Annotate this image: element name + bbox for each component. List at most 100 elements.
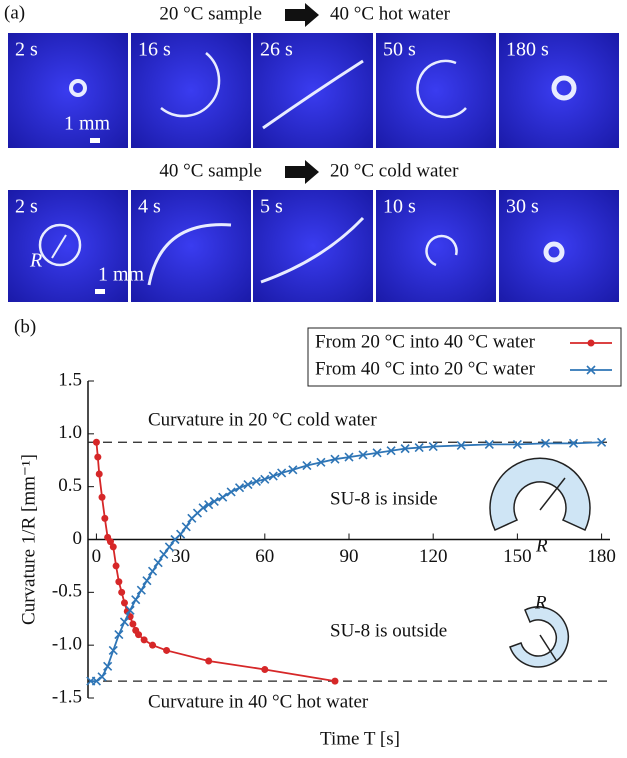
marker	[98, 493, 106, 501]
legend-label: From 40 °C into 20 °C water	[315, 358, 536, 379]
x-tick-label: 60	[255, 546, 274, 567]
specimen	[262, 59, 364, 130]
marker	[261, 665, 269, 673]
time-label: 180 s	[506, 39, 549, 61]
panel-label: (b)	[14, 316, 36, 337]
frame: 30 s	[499, 190, 619, 302]
marker	[331, 677, 339, 685]
frame-image	[8, 190, 128, 302]
marker	[147, 566, 158, 576]
reference-label: Curvature in 20 °C cold water	[148, 410, 377, 431]
inside-icon	[489, 457, 591, 531]
panel-label: (a)	[4, 2, 25, 23]
marker	[159, 549, 169, 559]
y-tick-label: 1.5	[58, 369, 82, 390]
radius-label: R	[29, 250, 42, 272]
marker	[260, 474, 270, 484]
marker	[586, 365, 596, 375]
marker	[251, 476, 261, 486]
frame: 50 s	[376, 33, 496, 148]
frame: 180 s	[499, 33, 619, 148]
specimen	[425, 234, 458, 267]
marker	[330, 454, 340, 464]
time-label: 30 s	[506, 196, 539, 218]
frame-image	[131, 33, 251, 148]
marker	[302, 460, 312, 471]
marker	[358, 450, 368, 460]
marker	[386, 446, 396, 456]
marker	[484, 439, 494, 449]
x-tick-label: 0	[92, 546, 102, 567]
water-label: 20 °C cold water	[330, 160, 459, 181]
marker	[512, 439, 522, 449]
specimen	[543, 241, 565, 263]
arrow	[285, 3, 319, 27]
marker	[103, 661, 113, 671]
frame: 10 s	[376, 190, 496, 302]
marker	[597, 437, 607, 447]
marker	[136, 585, 146, 595]
marker	[95, 470, 103, 478]
marker	[428, 441, 438, 452]
specimen	[416, 59, 467, 119]
marker	[112, 562, 120, 570]
marker	[149, 641, 157, 649]
marker	[92, 438, 100, 446]
specimen	[260, 216, 365, 284]
marker	[456, 440, 466, 451]
marker	[142, 576, 152, 586]
specimen	[551, 75, 577, 101]
marker	[277, 468, 287, 478]
marker	[205, 657, 213, 665]
legend-label: From 20 °C into 40 °C water	[315, 331, 536, 352]
frame-image	[8, 33, 128, 148]
time-label: 16 s	[138, 39, 171, 61]
marker	[344, 452, 354, 462]
annotation: SU-8 is outside	[330, 620, 447, 641]
x-tick-label: 30	[171, 546, 190, 567]
marker	[115, 578, 123, 586]
marker	[163, 646, 171, 654]
frame-image	[499, 33, 619, 148]
y-tick-label: -1.0	[52, 634, 82, 655]
y-axis-label: Curvature 1/R [mm⁻¹]	[18, 454, 39, 625]
arrow	[285, 160, 319, 184]
marker	[97, 672, 107, 682]
marker	[316, 457, 326, 467]
marker	[101, 514, 109, 522]
frame: 4 s	[131, 190, 251, 302]
marker	[414, 443, 424, 453]
frame: 2 s	[8, 33, 128, 148]
y-tick-label: 0	[73, 528, 83, 549]
x-tick-label: 150	[503, 546, 532, 567]
y-tick-label: 1.0	[58, 422, 82, 443]
water-label: 40 °C hot water	[330, 3, 451, 24]
y-tick-label: -1.5	[52, 686, 82, 707]
time-label: 2 s	[15, 196, 38, 218]
y-tick-label: -0.5	[52, 581, 82, 602]
marker	[226, 487, 236, 497]
marker	[118, 588, 126, 596]
marker	[372, 448, 382, 458]
marker	[288, 465, 298, 475]
marker	[119, 617, 130, 627]
frame-image	[253, 33, 373, 148]
marker	[198, 503, 208, 513]
marker	[218, 492, 228, 502]
marker	[91, 676, 101, 686]
marker	[135, 631, 143, 639]
specimen	[69, 79, 87, 97]
marker	[153, 558, 163, 568]
marker	[109, 543, 117, 551]
frame: 26 s	[253, 33, 373, 148]
marker	[587, 339, 595, 347]
frame: 5 s	[253, 190, 373, 302]
marker	[114, 630, 124, 640]
marker	[204, 500, 214, 510]
time-label: 2 s	[15, 39, 38, 61]
marker	[94, 453, 102, 461]
y-tick-label: 0.5	[58, 475, 82, 496]
x-tick-label: 120	[419, 546, 448, 567]
sample-label: 40 °C sample	[159, 160, 262, 181]
